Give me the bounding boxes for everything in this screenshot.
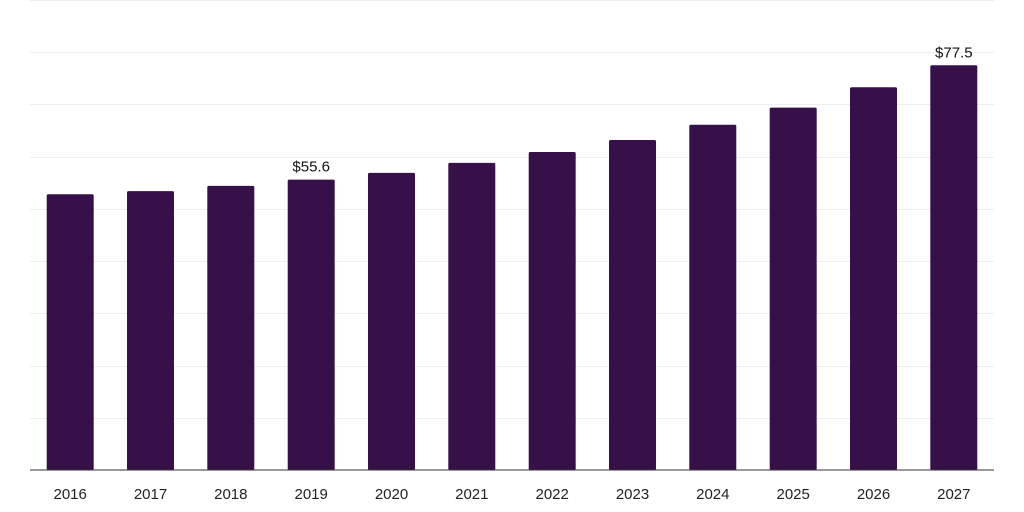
x-tick-label: 2021 (455, 486, 488, 503)
x-tick-label: 2016 (54, 486, 87, 503)
bar-2025 (769, 107, 817, 470)
x-tick-label: 2026 (857, 486, 890, 503)
bar-2024 (689, 124, 737, 471)
bar-2020 (368, 172, 415, 470)
x-tick-label: 2020 (375, 486, 408, 503)
x-tick-label: 2024 (696, 486, 729, 503)
x-axis-ticks: 2016 2017 2018 2019 2020 2021 2022 2023 2024 2025… (54, 486, 971, 503)
bar-2022 (528, 152, 576, 470)
data-labels: $55.6 $77.5 (292, 44, 972, 175)
x-tick-label: 2025 (777, 486, 810, 503)
bar-2023 (609, 140, 656, 470)
bar-2018 (207, 185, 255, 470)
x-tick-label: 2018 (214, 486, 247, 503)
gridlines (30, 0, 994, 419)
bar-2017 (127, 191, 174, 470)
x-tick-label: 2017 (134, 486, 167, 503)
data-label-2027: $77.5 (935, 44, 973, 61)
bar-2027 (930, 65, 978, 471)
x-tick-label: 2019 (295, 486, 328, 503)
bars (46, 65, 978, 471)
bar-2026 (850, 87, 897, 470)
bar-2019 (287, 179, 335, 470)
data-label-2019: $55.6 (292, 159, 330, 176)
x-tick-label: 2023 (616, 486, 649, 503)
x-tick-label: 2022 (536, 486, 569, 503)
x-tick-label: 2027 (937, 486, 970, 503)
bar-2021 (448, 162, 496, 470)
bar-2016 (46, 194, 94, 471)
